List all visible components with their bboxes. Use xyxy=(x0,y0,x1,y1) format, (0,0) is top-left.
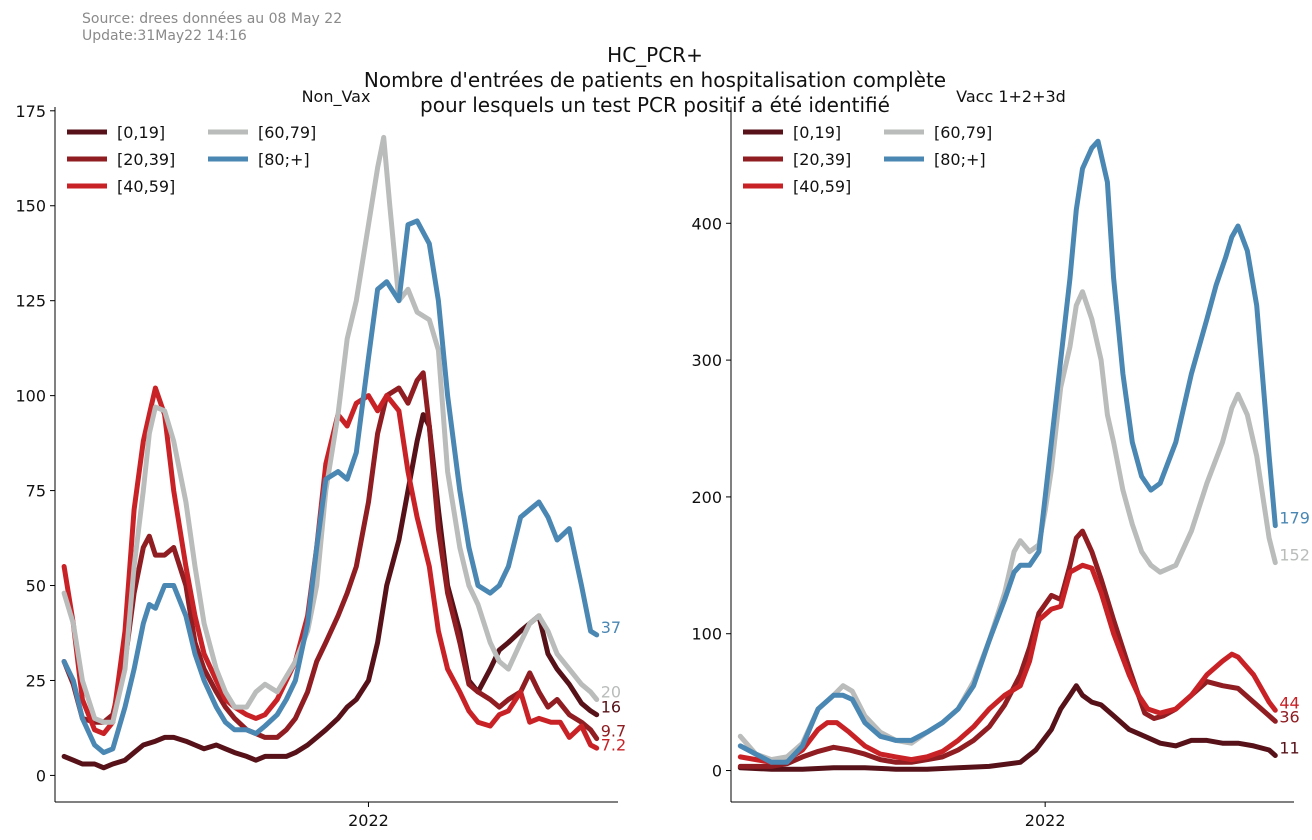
y-tick-label: 0 xyxy=(712,762,722,781)
x-tick-label: 2022 xyxy=(348,811,389,830)
legend-label: [20,39] xyxy=(117,150,175,169)
y-tick-label: 75 xyxy=(26,482,46,501)
legend-label: [0,19] xyxy=(117,123,165,142)
chart-title-line-2: Nombre d'entrées de patients en hospital… xyxy=(364,68,946,92)
series-line-2 xyxy=(737,562,1278,765)
legend-label: [80;+] xyxy=(934,150,986,169)
legend-label: [0,19] xyxy=(793,123,841,142)
y-tick-label: 175 xyxy=(15,102,46,121)
legend-label: [40,59] xyxy=(117,177,175,196)
series-end-label: 9.7 xyxy=(601,722,626,741)
series-end-label: 20 xyxy=(601,682,621,701)
series-line-0 xyxy=(61,412,600,771)
series-end-label: 36 xyxy=(1279,707,1299,726)
y-tick-label: 50 xyxy=(26,577,46,596)
y-tick-label: 125 xyxy=(15,292,46,311)
series-line-4 xyxy=(61,218,600,756)
series-line-0 xyxy=(737,683,1278,772)
y-tick-label: 100 xyxy=(15,387,46,406)
y-tick-label: 300 xyxy=(691,351,722,370)
legend-label: [40,59] xyxy=(793,177,851,196)
series-line-2 xyxy=(61,385,600,751)
series-end-label: 44 xyxy=(1279,693,1299,712)
y-tick-label: 150 xyxy=(15,197,46,216)
legend-label: [60,79] xyxy=(934,123,992,142)
series-line-4 xyxy=(737,138,1278,765)
series-end-label: 179 xyxy=(1279,509,1310,528)
x-tick-label: 2022 xyxy=(1025,811,1066,830)
y-tick-label: 25 xyxy=(26,671,46,690)
series-end-label: 152 xyxy=(1279,546,1310,565)
legend-label: [20,39] xyxy=(793,150,851,169)
source-note: Source: drees données au 08 May 22 xyxy=(82,11,342,27)
y-tick-label: 200 xyxy=(691,488,722,507)
y-tick-label: 100 xyxy=(691,625,722,644)
update-note: Update:31May22 14:16 xyxy=(82,28,247,44)
y-tick-label: 0 xyxy=(36,766,46,785)
y-tick-label: 400 xyxy=(691,214,722,233)
legend-label: [80;+] xyxy=(258,150,310,169)
series-end-label: 16 xyxy=(601,698,621,717)
subplot-title: Vacc 1+2+3d xyxy=(956,87,1066,106)
series-end-label: 11 xyxy=(1279,738,1299,757)
series-line-3 xyxy=(61,134,600,725)
chart-title-line-3: pour lesquels un test PCR positif a été … xyxy=(420,93,890,117)
series-line-1 xyxy=(737,528,1278,769)
series-line-1 xyxy=(61,370,600,742)
chart-title-line-1: HC_PCR+ xyxy=(607,43,703,67)
legend-label: [60,79] xyxy=(258,123,316,142)
subplot-title: Non_Vax xyxy=(302,87,371,107)
series-end-label: 37 xyxy=(601,618,621,637)
series-end-label: 7.2 xyxy=(601,736,626,755)
